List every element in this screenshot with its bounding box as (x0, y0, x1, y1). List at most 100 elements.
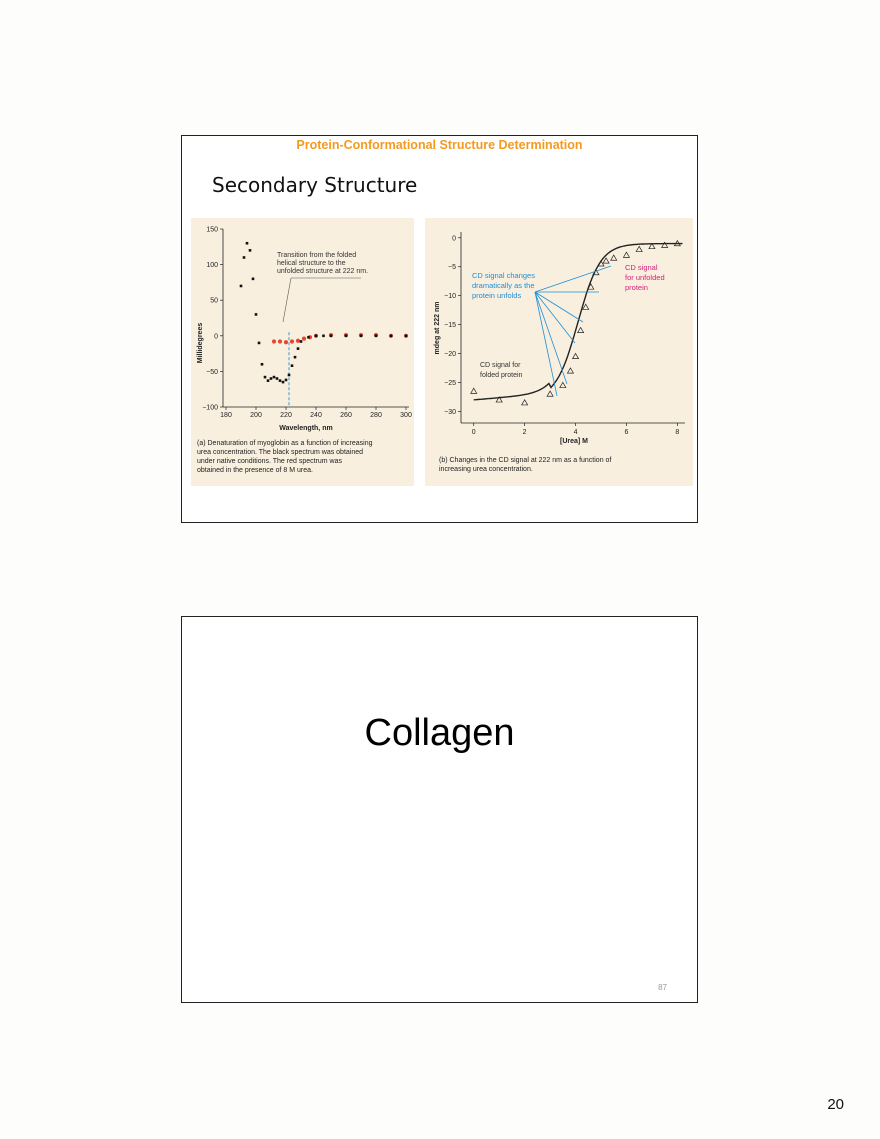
figure-a-black-point (344, 334, 348, 338)
figure-a-black-point (307, 335, 310, 339)
slide-number: 87 (658, 983, 667, 992)
figure-b-triangle-point (582, 303, 590, 310)
figure-b-triangle-point (661, 241, 669, 248)
figure-b-triangle-point (495, 396, 503, 403)
figure-a-black-point (266, 379, 270, 382)
figure-a-black-point (404, 334, 408, 338)
figure-b-ytick-label: −30 (444, 409, 456, 416)
figure-b-ytick-label: −10 (444, 293, 456, 300)
figure-a-caption-line3: under native conditions. The red spectru… (197, 458, 343, 465)
figure-a-xtick-label: 180 (220, 412, 232, 419)
figure-b-blue-annotation-line3: protein unfolds (472, 291, 521, 300)
figure-a-black-point (293, 355, 297, 359)
figure-b-pink-annotation-line1: CD signal (625, 263, 658, 272)
figure-a-xtick-label: 220 (280, 412, 292, 419)
figure-b-ylabel: mdeg at 222 nm (434, 302, 441, 355)
slide-header: Protein-Conformational Structure Determi… (296, 138, 583, 152)
figure-a-xtick-label: 300 (400, 412, 412, 419)
figure-a-red-point (283, 340, 289, 345)
figure-a-xtick-label: 280 (370, 412, 382, 419)
figure-a-xtick-label: 260 (340, 412, 352, 419)
figure-b-xtick-label: 6 (625, 429, 629, 436)
slide-subtitle: Secondary Structure (212, 173, 418, 197)
figure-a-black-point (322, 334, 325, 338)
page-number: 20 (827, 1096, 844, 1113)
figure-b-triangle-point (635, 245, 643, 252)
figure-a-black-point (329, 334, 333, 338)
figure-a-xlabel: Wavelength, nm (279, 425, 332, 432)
figure-b-ytick-label: −25 (444, 380, 456, 387)
slide-collagen: Collagen 87 (181, 616, 698, 1003)
figure-a-black-point (254, 313, 258, 316)
figure-b-triangle-point (622, 251, 631, 258)
figure-b-fit-curve (473, 242, 683, 401)
figure-b-triangle-point (602, 257, 610, 264)
figure-a-ytick-label: −100 (202, 405, 218, 412)
figure-a-ylabel: Millidegrees (197, 323, 204, 364)
figure-b-triangle-point (673, 239, 681, 247)
figure-a-black-point (281, 380, 285, 384)
figure-a-black-point (257, 341, 261, 345)
figure-b-xtick-label: 4 (574, 429, 578, 436)
figure-b-pink-annotation-line3: protein (625, 283, 648, 292)
figure-b-ytick-label: −5 (448, 264, 456, 271)
figure-a-caption-line4: obtained in the presence of 8 M urea. (197, 467, 313, 474)
figure-b-xtick-label: 2 (523, 429, 527, 436)
figure-a-ytick-label: 150 (206, 227, 218, 234)
slide-title: Collagen (364, 712, 515, 754)
figure-a-caption-line1: (a) Denaturation of myoglobin as a funct… (197, 440, 373, 447)
figure-a-black-point (239, 284, 243, 288)
figure-b-caption-line2: increasing urea concentration. (439, 466, 533, 473)
figure-a-black-point (359, 334, 363, 338)
figure-a-red-point (289, 339, 295, 344)
figure-a-black-point (242, 256, 246, 259)
figure-a-black-point (389, 334, 393, 338)
figure-a-black-point (290, 364, 294, 368)
figure-b-xtick-label: 8 (675, 429, 679, 436)
figure-b-triangle-point (648, 242, 656, 250)
figure-a-ytick-label: 100 (206, 262, 218, 269)
figure-a-xtick-label: 240 (310, 412, 322, 419)
figure-a-black-point (251, 277, 255, 281)
figure-a-black-point (314, 334, 318, 338)
figure-b-triangle-point (546, 390, 554, 397)
figure-b-triangle-point (610, 254, 618, 261)
figure-a-red-point (301, 336, 307, 341)
figure-b-triangle-point (470, 387, 478, 394)
figure-b-pink-annotation-line2: for unfolded (625, 273, 665, 282)
figure-a-black-point (248, 249, 252, 252)
figure-a-black-point (275, 377, 279, 380)
figure-b-triangle-point (592, 268, 600, 276)
figure-b-ytick-label: 0 (452, 235, 456, 242)
figure-a-black-point (284, 378, 288, 382)
figure-a-ytick-label: 0 (214, 333, 218, 340)
figure-b-folded-annotation-line1: CD signal for (480, 362, 521, 369)
figure-b-blue-annotation-line2: dramatically as the (472, 281, 535, 290)
figure-b-xtick-label: 0 (472, 429, 476, 436)
figure-b-triangle-point (597, 260, 605, 267)
figure-a-black-point (278, 379, 282, 382)
figure-a-black-point (296, 347, 300, 350)
figure-a-ytick-label: −50 (206, 369, 218, 376)
figure-b-caption-line1: (b) Changes in the CD signal at 222 nm a… (439, 457, 611, 464)
figure-b-triangle-point (577, 326, 585, 333)
figure-b-xlabel: [Urea] M (560, 438, 588, 445)
figure-a-red-point (295, 338, 301, 343)
figure-a-xtick-label: 200 (250, 412, 262, 419)
figure-b-ytick-label: −15 (444, 322, 456, 329)
figure-a-caption-line2: urea concentration. The black spectrum w… (197, 449, 363, 456)
figure-b-triangle-point (587, 283, 595, 290)
figure-b-triangle-point (571, 352, 580, 359)
figure-a-annotation-line1: Transition from the folded (277, 252, 356, 259)
figure-a-black-point (263, 375, 267, 379)
figure-b-triangle-point (559, 381, 567, 388)
figure-a-black-point (260, 362, 264, 366)
figure-a-ytick-label: 50 (210, 298, 218, 305)
figure-b-ytick-label: −20 (444, 351, 456, 358)
figure-a-black-point (269, 377, 273, 380)
figure-a-panel: 150 100 50 0 −50 −100 180 200 220 240 260 280 300 Mi… (191, 218, 414, 486)
figure-b-triangle-point (566, 367, 575, 374)
figure-b-triangle-point (521, 399, 529, 406)
figure-b-folded-annotation-line2: folded protein (480, 372, 523, 379)
